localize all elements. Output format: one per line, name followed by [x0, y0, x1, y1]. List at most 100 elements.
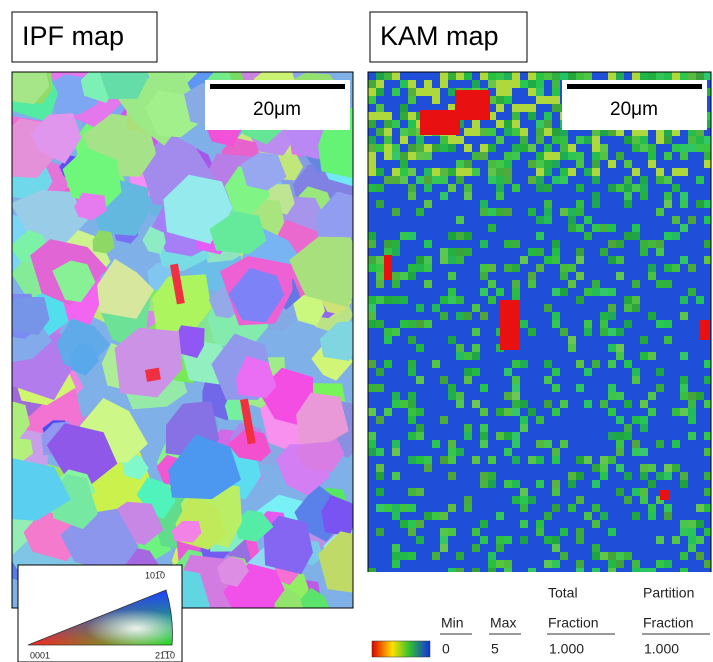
cell	[400, 160, 408, 168]
cell	[408, 432, 416, 440]
cell	[592, 144, 600, 152]
cell	[480, 264, 488, 272]
cell	[528, 112, 536, 120]
cell	[384, 120, 392, 128]
cell	[512, 104, 520, 112]
cell	[624, 432, 632, 440]
cell	[536, 264, 544, 272]
cell	[592, 464, 600, 472]
cell	[416, 256, 424, 264]
cell	[688, 216, 696, 224]
cell	[552, 544, 560, 552]
cell	[512, 440, 520, 448]
cell	[680, 152, 688, 160]
cell	[536, 248, 544, 256]
cell	[544, 536, 552, 544]
cell	[376, 168, 384, 176]
cell	[688, 392, 696, 400]
cell	[376, 416, 384, 424]
cell	[576, 160, 584, 168]
cell	[680, 224, 688, 232]
cell	[512, 128, 520, 136]
cell	[664, 200, 672, 208]
cell	[456, 352, 464, 360]
cell	[696, 552, 704, 560]
cell	[512, 376, 520, 384]
cell	[392, 240, 400, 248]
cell	[536, 480, 544, 488]
cell	[584, 232, 592, 240]
tri-label: 21̅1̅0	[155, 650, 175, 660]
cell	[368, 296, 376, 304]
cell	[600, 400, 608, 408]
cell	[568, 264, 576, 272]
cell	[408, 272, 416, 280]
cell	[416, 304, 424, 312]
cell	[552, 504, 560, 512]
cell	[632, 448, 640, 456]
cell	[368, 320, 376, 328]
cell	[648, 352, 656, 360]
cell	[672, 216, 680, 224]
cell	[536, 232, 544, 240]
cell	[520, 320, 528, 328]
cell	[368, 432, 376, 440]
legend-header: Total	[548, 585, 578, 601]
cell	[480, 520, 488, 528]
cell	[576, 72, 584, 80]
cell	[432, 176, 440, 184]
cell	[400, 128, 408, 136]
cell	[448, 144, 456, 152]
cell	[504, 560, 512, 568]
cell	[576, 152, 584, 160]
cell	[696, 200, 704, 208]
cell	[448, 256, 456, 264]
cell	[368, 96, 376, 104]
cell	[640, 416, 648, 424]
cell	[608, 528, 616, 536]
legend-header: Max	[490, 615, 516, 631]
cell	[440, 528, 448, 536]
cell	[416, 408, 424, 416]
cell	[608, 72, 616, 80]
cell	[624, 424, 632, 432]
cell	[672, 408, 680, 416]
cell	[512, 72, 520, 80]
cell	[664, 504, 672, 512]
cell	[640, 184, 648, 192]
cell	[408, 88, 416, 96]
cell	[664, 264, 672, 272]
cell	[552, 560, 560, 568]
cell	[400, 320, 408, 328]
cell	[640, 448, 648, 456]
cell	[456, 232, 464, 240]
cell	[376, 504, 384, 512]
cell	[552, 456, 560, 464]
cell	[680, 72, 688, 80]
scale-bar	[567, 84, 702, 89]
cell	[416, 456, 424, 464]
cell	[680, 376, 688, 384]
cell	[456, 400, 464, 408]
cell	[584, 288, 592, 296]
cell	[552, 320, 560, 328]
cell	[640, 464, 648, 472]
cell	[368, 168, 376, 176]
cell	[552, 80, 560, 88]
cell	[440, 312, 448, 320]
cell	[368, 256, 376, 264]
cell	[648, 144, 656, 152]
cell	[448, 272, 456, 280]
cell	[408, 96, 416, 104]
cell	[512, 480, 520, 488]
cell	[552, 176, 560, 184]
cell	[640, 496, 648, 504]
legend-header: Fraction	[643, 615, 694, 631]
cell	[456, 136, 464, 144]
cell	[392, 88, 400, 96]
cell	[664, 136, 672, 144]
cell	[672, 184, 680, 192]
cell	[640, 400, 648, 408]
cell	[616, 240, 624, 248]
cell	[560, 272, 568, 280]
